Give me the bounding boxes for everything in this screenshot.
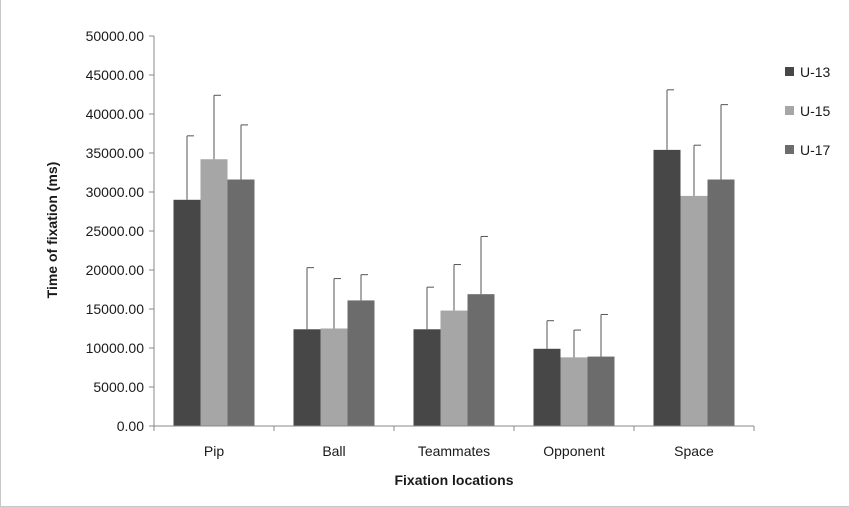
- legend-swatch-u-17: [785, 145, 794, 154]
- bar-u-17-pip: [227, 179, 255, 426]
- bar-u-17-opponent: [587, 356, 615, 426]
- x-category-label: Ball: [322, 443, 345, 459]
- legend-label-u-17: U-17: [800, 142, 831, 158]
- y-tick-label: 30000.00: [86, 184, 145, 200]
- legend-label-u-15: U-15: [800, 103, 831, 119]
- y-tick-label: 5000.00: [93, 379, 144, 395]
- legend: U-13 U-15 U-17: [785, 64, 831, 158]
- x-category-label: Opponent: [543, 443, 605, 459]
- y-axis-title: Time of fixation (ms): [44, 162, 60, 299]
- y-tick-label: 15000.00: [86, 301, 145, 317]
- bar-u-15-space: [680, 195, 708, 426]
- bar-u-13-teammates: [413, 329, 441, 426]
- x-category-label: Teammates: [418, 443, 490, 459]
- error-bars: [186, 89, 728, 358]
- y-tick-label: 35000.00: [86, 145, 145, 161]
- bar-u-15-teammates: [440, 310, 468, 426]
- x-axis-title: Fixation locations: [394, 472, 513, 488]
- y-tick-label: 40000.00: [86, 106, 145, 122]
- legend-label-u-13: U-13: [800, 64, 831, 80]
- legend-swatch-u-15: [785, 106, 794, 115]
- y-tick-label: 25000.00: [86, 223, 145, 239]
- bar-u-15-pip: [200, 159, 228, 427]
- bar-u-15-ball: [320, 328, 348, 426]
- y-tick-label: 0.00: [117, 418, 144, 434]
- bar-u-17-ball: [347, 300, 375, 426]
- x-category-label: Space: [674, 443, 714, 459]
- bar-u-13-opponent: [533, 348, 561, 426]
- x-axis-categories: Pip Ball Teammates Opponent Space: [204, 443, 714, 459]
- x-category-label: Pip: [204, 443, 224, 459]
- y-tick-label: 20000.00: [86, 262, 145, 278]
- axes: [153, 36, 755, 431]
- bar-u-15-opponent: [560, 357, 588, 426]
- y-tick-label: 45000.00: [86, 67, 145, 83]
- bar-u-13-space: [653, 149, 681, 426]
- bars: [173, 149, 735, 427]
- legend-swatch-u-13: [785, 67, 794, 76]
- y-tick-label: 10000.00: [86, 340, 145, 356]
- bar-u-17-teammates: [467, 294, 495, 426]
- bar-u-17-space: [707, 179, 735, 426]
- bar-u-13-pip: [173, 199, 201, 426]
- bar-u-13-ball: [293, 329, 321, 426]
- y-axis-ticks: 0.00 5000.00 10000.00 15000.00 20000.00 25000…: [86, 28, 154, 434]
- y-tick-label: 50000.00: [86, 28, 145, 44]
